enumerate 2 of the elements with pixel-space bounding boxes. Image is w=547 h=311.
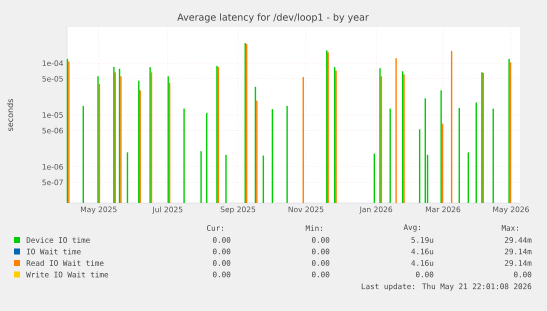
chart-title: Average latency for /dev/loop1 - by year [177,13,369,23]
y-axis-title: seconds [6,99,14,131]
